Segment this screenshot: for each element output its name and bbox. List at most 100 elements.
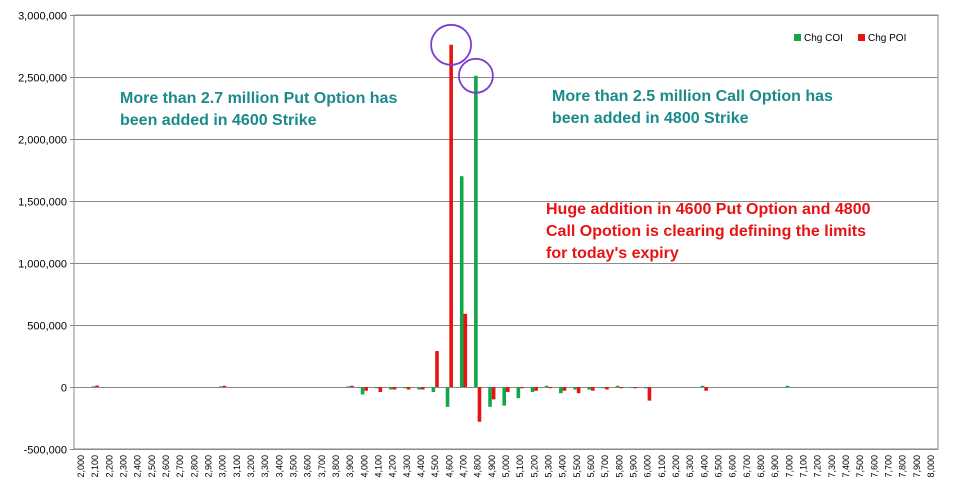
x-tick-label: 5,800 [614, 455, 624, 478]
x-tick-label: 3,700 [317, 455, 327, 478]
bar-chg-coi [417, 387, 422, 390]
x-tick-label: 4,800 [473, 455, 483, 478]
x-tick-label: 2,600 [161, 455, 171, 478]
x-tick-label: 7,700 [883, 455, 893, 478]
legend-label: Chg POI [868, 33, 906, 44]
x-tick-label: 7,900 [912, 455, 922, 478]
x-tick-label: 4,400 [416, 455, 426, 478]
x-tick-label: 3,300 [260, 455, 270, 478]
bar-chg-coi [530, 387, 535, 392]
x-tick-label: 2,200 [104, 455, 114, 478]
x-tick-label: 7,000 [784, 455, 794, 478]
bar-chg-coi [615, 385, 620, 387]
x-tick-label: 5,100 [515, 455, 525, 478]
x-tick-label: 3,100 [232, 455, 242, 478]
bar-chg-coi [474, 75, 478, 387]
bar-chg-coi [403, 387, 407, 389]
annotation-put-line-1: More than 2.7 million Put Option has [120, 90, 398, 107]
x-tick-label: 2,500 [147, 455, 157, 478]
bar-chg-poi [463, 313, 468, 387]
x-tick-label: 7,100 [798, 455, 808, 478]
x-tick-label: 7,200 [813, 455, 823, 478]
x-tick-label: 6,000 [643, 455, 653, 478]
annotation-call-option: More than 2.5 million Call Option has be… [552, 86, 833, 130]
x-tick-label: 2,300 [119, 455, 129, 478]
x-tick-label: 5,300 [544, 455, 554, 478]
y-tick-label: -500,000 [24, 445, 67, 457]
bar-chg-coi [644, 387, 648, 389]
bar-chg-poi [590, 387, 595, 391]
annotation-call-line-1: More than 2.5 million Call Option has [552, 88, 833, 105]
bar-chg-poi [350, 385, 354, 387]
x-tick-label: 5,500 [572, 455, 582, 478]
bar-chg-coi [374, 387, 379, 389]
x-tick-label: 7,600 [869, 455, 879, 478]
x-tick-label: 6,200 [671, 455, 681, 478]
x-tick-label: 2,100 [90, 455, 100, 478]
x-tick-label: 6,900 [770, 455, 780, 478]
bar-chg-coi [544, 385, 549, 387]
annotation-limits: Huge addition in 4600 Put Option and 480… [546, 199, 871, 265]
bar-chg-poi [364, 387, 368, 391]
x-tick-label: 5,700 [600, 455, 610, 478]
bar-chg-coi [516, 387, 521, 399]
x-tick-label: 6,300 [685, 455, 695, 478]
bar-chg-poi [449, 44, 453, 387]
bar-chg-coi [431, 387, 436, 392]
bar-chg-poi [392, 387, 397, 390]
y-tick-label: 2,000,000 [18, 135, 67, 147]
bar-chg-coi [360, 387, 365, 395]
x-tick-label: 6,600 [728, 455, 738, 478]
x-tick-label: 6,400 [699, 455, 709, 478]
bar-chg-poi [548, 387, 553, 389]
legend-label: Chg COI [804, 33, 843, 44]
x-tick-label: 7,800 [898, 455, 908, 478]
annotation-put-line-2: been added in 4600 Strike [120, 112, 317, 129]
bar-chg-coi [573, 387, 577, 390]
x-tick-label: 6,800 [756, 455, 766, 478]
y-tick-label: 3,000,000 [18, 11, 67, 23]
bar-chg-poi [534, 387, 538, 391]
bar-chg-poi [378, 387, 383, 392]
x-tick-label: 4,600 [444, 455, 454, 478]
x-tick-label: 4,500 [430, 455, 440, 478]
bar-chg-poi [576, 387, 581, 394]
x-tick-label: 6,100 [657, 455, 667, 478]
annotation-call-line-2: been added in 4800 Strike [552, 110, 749, 127]
bar-chg-poi [491, 387, 496, 400]
x-tick-label: 3,200 [246, 455, 256, 478]
x-tick-label: 2,800 [189, 455, 199, 478]
bar-chg-coi [601, 387, 606, 389]
x-tick-label: 2,700 [175, 455, 185, 478]
bar-chg-poi [704, 387, 708, 391]
x-tick-label: 3,800 [331, 455, 341, 478]
bar-chg-coi [445, 387, 450, 407]
x-tick-label: 7,400 [841, 455, 851, 478]
y-tick-label: 2,500,000 [18, 73, 67, 85]
bar-chg-poi [477, 387, 482, 422]
bar-chg-coi [559, 387, 563, 394]
x-tick-label: 5,400 [558, 455, 568, 478]
legend-swatch [794, 34, 801, 41]
bar-chg-poi [421, 387, 425, 390]
bar-chg-poi [520, 387, 524, 389]
bar-chg-coi [91, 386, 96, 388]
x-tick-label: 5,900 [629, 455, 639, 478]
y-tick-label: 1,000,000 [18, 259, 67, 271]
bar-chg-coi [629, 387, 634, 388]
x-tick-label: 2,000 [76, 455, 86, 478]
bar-chg-coi [389, 387, 393, 390]
bar-chg-poi [633, 387, 638, 389]
bar-chg-poi [435, 351, 439, 387]
x-tick-label: 6,700 [742, 455, 752, 478]
highlight-circle [430, 23, 473, 66]
bar-chg-poi [605, 387, 609, 390]
bar-chg-coi [502, 387, 506, 406]
bar-chg-coi [488, 387, 492, 407]
bar-chg-poi [406, 387, 411, 390]
x-tick-label: 7,500 [855, 455, 865, 478]
x-tick-label: 4,900 [487, 455, 497, 478]
x-tick-label: 3,500 [289, 455, 299, 478]
